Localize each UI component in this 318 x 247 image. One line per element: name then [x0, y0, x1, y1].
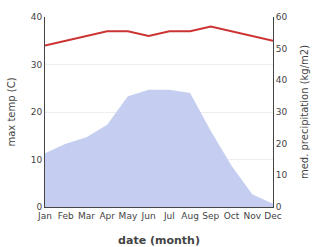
svg-text:20: 20: [276, 139, 288, 149]
svg-text:Jun: Jun: [141, 211, 156, 221]
svg-text:Nov: Nov: [243, 211, 261, 221]
svg-text:date (month): date (month): [118, 234, 200, 247]
svg-text:10: 10: [276, 170, 288, 180]
svg-text:Oct: Oct: [224, 211, 240, 221]
svg-text:Apr: Apr: [99, 211, 115, 221]
svg-text:20: 20: [31, 107, 43, 117]
svg-text:0: 0: [36, 202, 42, 212]
svg-text:40: 40: [31, 12, 43, 22]
svg-text:Feb: Feb: [58, 211, 74, 221]
svg-text:Aug: Aug: [181, 211, 199, 221]
svg-text:50: 50: [276, 44, 288, 54]
svg-text:30: 30: [276, 107, 288, 117]
svg-text:10: 10: [31, 155, 43, 165]
svg-text:30: 30: [31, 60, 43, 70]
svg-text:60: 60: [276, 12, 288, 22]
svg-text:Dec: Dec: [264, 211, 281, 221]
svg-text:med. precipitation (kg/m2): med. precipitation (kg/m2): [299, 45, 310, 179]
svg-text:Jan: Jan: [37, 211, 52, 221]
svg-text:Jul: Jul: [163, 211, 175, 221]
svg-text:Mar: Mar: [78, 211, 95, 221]
svg-text:max temp (C): max temp (C): [6, 77, 17, 146]
svg-text:Sep: Sep: [202, 211, 219, 221]
svg-text:40: 40: [276, 75, 288, 85]
svg-text:May: May: [119, 211, 138, 221]
svg-text:0: 0: [276, 202, 282, 212]
